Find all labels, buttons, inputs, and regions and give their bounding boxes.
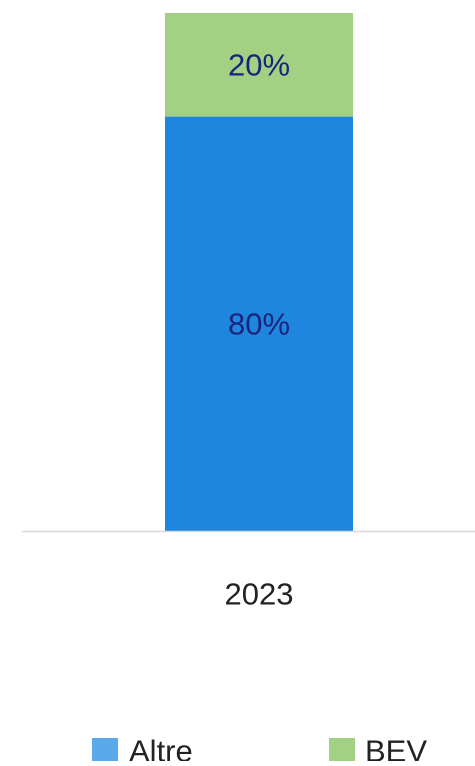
legend-swatch-altre	[92, 738, 118, 761]
legend-swatch-bev	[329, 738, 355, 761]
data-label-altre: 80%	[228, 306, 290, 341]
legend-label-bev: BEV	[365, 734, 427, 762]
x-tick-label: 2023	[225, 577, 294, 612]
bar-segment-altre	[165, 116, 353, 531]
data-label-bev: 20%	[228, 47, 290, 82]
bar-segment-bev	[165, 13, 353, 117]
legend-label-altre: Altre	[129, 734, 193, 762]
